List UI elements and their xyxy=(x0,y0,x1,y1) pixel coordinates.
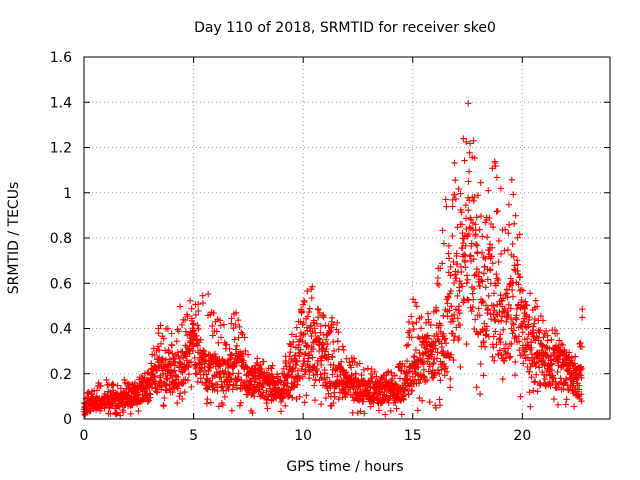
y-tick-label: 1.2 xyxy=(50,141,72,157)
y-tick-label: 0 xyxy=(63,412,72,428)
y-tick-label: 1.6 xyxy=(50,50,72,66)
x-tick-labels: 0 5 10 15 20 xyxy=(80,428,532,444)
y-axis-label: SRMTID / TECUs xyxy=(6,182,22,295)
y-tick-label: 1.4 xyxy=(50,95,72,111)
x-tick-label: 15 xyxy=(404,428,422,444)
x-tick-label: 5 xyxy=(189,428,198,444)
axis-ticks xyxy=(83,56,610,420)
y-tick-label: 0.4 xyxy=(50,322,72,338)
y-tick-label: 1 xyxy=(63,186,72,202)
x-tick-label: 10 xyxy=(294,428,312,444)
grid xyxy=(84,57,610,419)
x-tick-label: 0 xyxy=(80,428,89,444)
x-tick-label: 20 xyxy=(513,428,531,444)
y-tick-label: 0.6 xyxy=(50,276,72,292)
y-tick-label: 0.8 xyxy=(50,231,72,247)
y-tick-labels: 0 0.2 0.4 0.6 0.8 1 1.2 1.4 1.6 xyxy=(50,50,72,428)
x-axis-label: GPS time / hours xyxy=(286,459,403,475)
y-tick-label: 0.2 xyxy=(50,367,72,383)
chart-title: Day 110 of 2018, SRMTID for receiver ske… xyxy=(194,20,496,36)
